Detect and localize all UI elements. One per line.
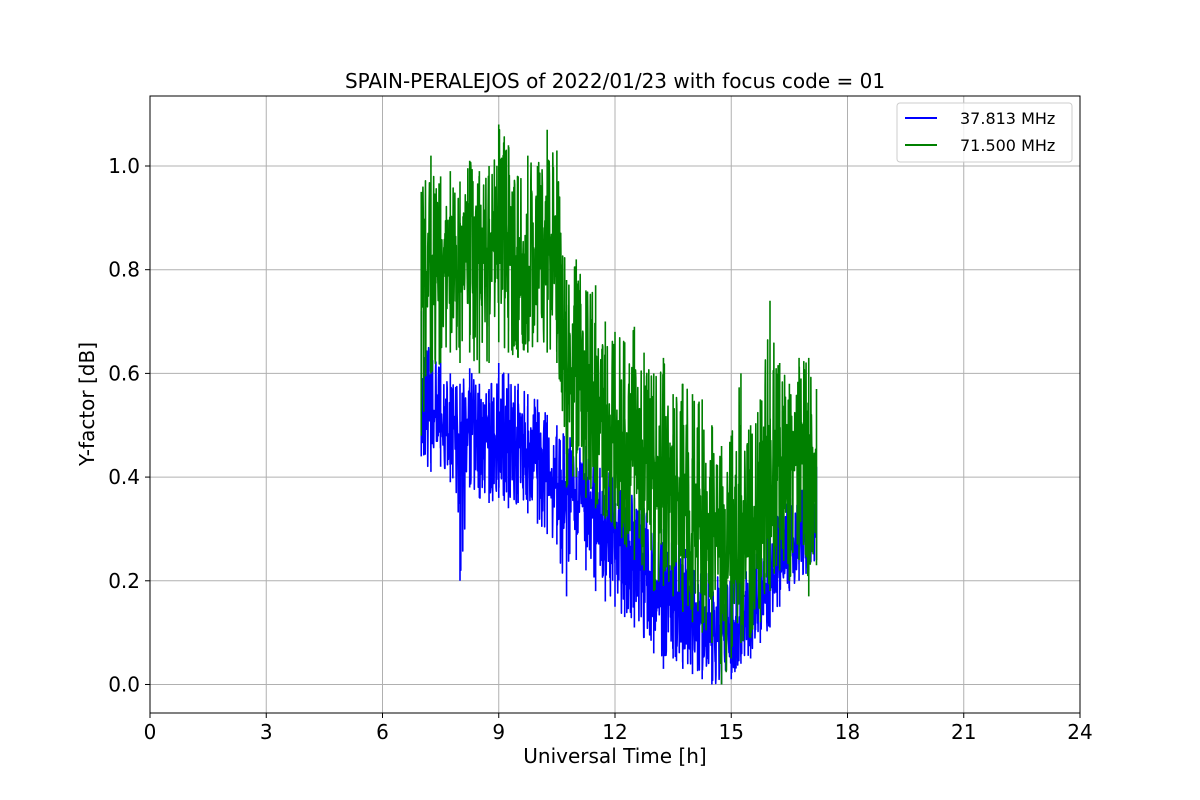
- x-tick-label: 18: [835, 720, 860, 744]
- x-tick-label: 15: [719, 720, 744, 744]
- legend-box: [896, 102, 1073, 163]
- x-tick-label: 0: [144, 720, 157, 744]
- legend-label-37813: 37.813 MHz: [960, 109, 1055, 128]
- series-line-71-500-mhz: [420, 124, 818, 685]
- y-axis-ticks: 0.0 0.2 0.4 0.6 0.8 1.0: [108, 154, 150, 696]
- x-tick-label: 3: [260, 720, 273, 744]
- x-axis-ticks: 0 3 6 9 12 15 18 21 24: [144, 713, 1093, 744]
- y-axis-label: Y-factor [dB]: [75, 342, 99, 467]
- y-tick-label: 1.0: [108, 154, 140, 178]
- y-tick-label: 0.4: [108, 465, 140, 489]
- x-tick-label: 9: [492, 720, 505, 744]
- y-tick-label: 0.8: [108, 258, 140, 282]
- y-tick-label: 0.2: [108, 569, 140, 593]
- y-tick-label: 0.6: [108, 361, 140, 385]
- x-tick-label: 21: [951, 720, 976, 744]
- x-tick-label: 24: [1067, 720, 1092, 744]
- plot-series: [420, 124, 818, 685]
- x-axis-label: Universal Time [h]: [523, 744, 706, 768]
- legend-label-71500: 71.500 MHz: [960, 136, 1055, 155]
- legend: 37.813 MHz 71.500 MHz: [896, 102, 1073, 163]
- y-tick-label: 0.0: [108, 672, 140, 696]
- chart-title: SPAIN-PERALEJOS of 2022/01/23 with focus…: [345, 69, 885, 93]
- x-tick-label: 12: [602, 720, 627, 744]
- x-tick-label: 6: [376, 720, 389, 744]
